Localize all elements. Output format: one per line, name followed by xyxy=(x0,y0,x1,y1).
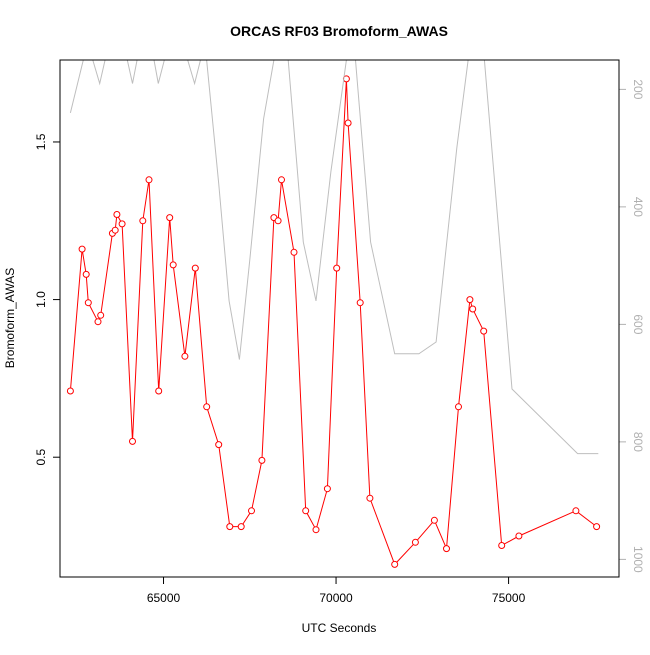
data-point xyxy=(430,516,438,524)
x-tick-label: 75000 xyxy=(492,591,526,605)
data-point xyxy=(515,532,523,540)
data-point xyxy=(290,248,298,256)
x-axis-label: UTC Seconds xyxy=(302,621,377,635)
data-point xyxy=(237,523,245,531)
gray-series-line xyxy=(69,60,599,455)
data-point xyxy=(191,264,199,272)
y-tick-label: 1.0 xyxy=(34,291,48,308)
data-point xyxy=(466,296,474,304)
axes-layer: 65000 70000 75000 0.5 1.0 1.5 200 400 600 800 1000 xyxy=(34,79,645,605)
plot-area xyxy=(66,60,601,568)
data-point xyxy=(323,485,331,493)
data-point xyxy=(129,437,136,445)
data-point xyxy=(94,318,102,326)
y2-tick-label: 200 xyxy=(631,79,645,99)
data-point xyxy=(203,403,211,411)
y2-tick-label: 400 xyxy=(631,197,645,217)
data-point xyxy=(82,270,90,278)
data-point xyxy=(111,226,119,234)
data-point xyxy=(572,507,580,515)
data-point xyxy=(498,542,506,549)
data-point xyxy=(97,311,105,319)
y-tick-label: 0.5 xyxy=(34,449,48,466)
data-point xyxy=(469,305,477,313)
data-point xyxy=(155,387,163,395)
y2-tick-label: 600 xyxy=(631,314,645,334)
data-point xyxy=(181,352,189,360)
y-tick-label: 1.5 xyxy=(34,133,48,150)
y-axis-label: Bromoform_AWAS xyxy=(3,268,17,368)
data-point xyxy=(593,523,601,531)
y2-tick-label: 1000 xyxy=(631,546,645,573)
data-point xyxy=(145,176,153,184)
data-point xyxy=(139,217,147,225)
data-point xyxy=(302,507,310,515)
data-point xyxy=(356,299,364,307)
data-point xyxy=(411,538,419,546)
data-point xyxy=(118,220,126,228)
x-tick-label: 70000 xyxy=(319,591,353,605)
data-point xyxy=(391,560,399,568)
data-point xyxy=(344,119,352,127)
data-point xyxy=(166,214,174,222)
data-point xyxy=(480,327,488,335)
data-point xyxy=(226,523,234,531)
data-point xyxy=(274,217,282,225)
data-point xyxy=(455,403,462,411)
data-point xyxy=(78,245,86,253)
data-point xyxy=(66,387,74,395)
data-point xyxy=(84,299,92,307)
data-point xyxy=(366,494,374,502)
plot-clip-group xyxy=(66,60,601,568)
y2-tick-label: 800 xyxy=(631,432,645,452)
data-point xyxy=(312,526,320,534)
plot-frame xyxy=(59,59,620,578)
data-point xyxy=(169,261,177,269)
data-point xyxy=(258,456,266,464)
data-point xyxy=(333,264,341,272)
data-point xyxy=(248,507,255,515)
x-tick-label: 65000 xyxy=(147,591,181,605)
chart-title: ORCAS RF03 Bromoform_AWAS xyxy=(230,23,448,39)
data-point xyxy=(443,545,450,553)
data-point xyxy=(113,211,121,218)
data-point xyxy=(215,441,223,449)
data-point xyxy=(278,176,285,184)
